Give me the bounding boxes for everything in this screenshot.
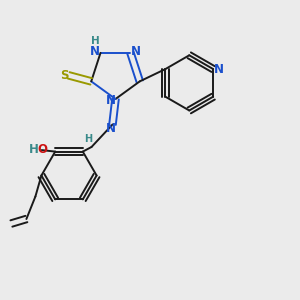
Text: N: N: [90, 45, 100, 58]
Text: H: H: [29, 143, 39, 156]
Text: H: H: [91, 37, 100, 46]
Text: N: N: [106, 122, 116, 135]
Text: S: S: [60, 69, 68, 82]
Text: H: H: [84, 134, 93, 145]
Text: N: N: [131, 45, 141, 58]
Text: O: O: [37, 143, 47, 156]
Text: N: N: [106, 94, 116, 107]
Text: N: N: [214, 63, 224, 76]
